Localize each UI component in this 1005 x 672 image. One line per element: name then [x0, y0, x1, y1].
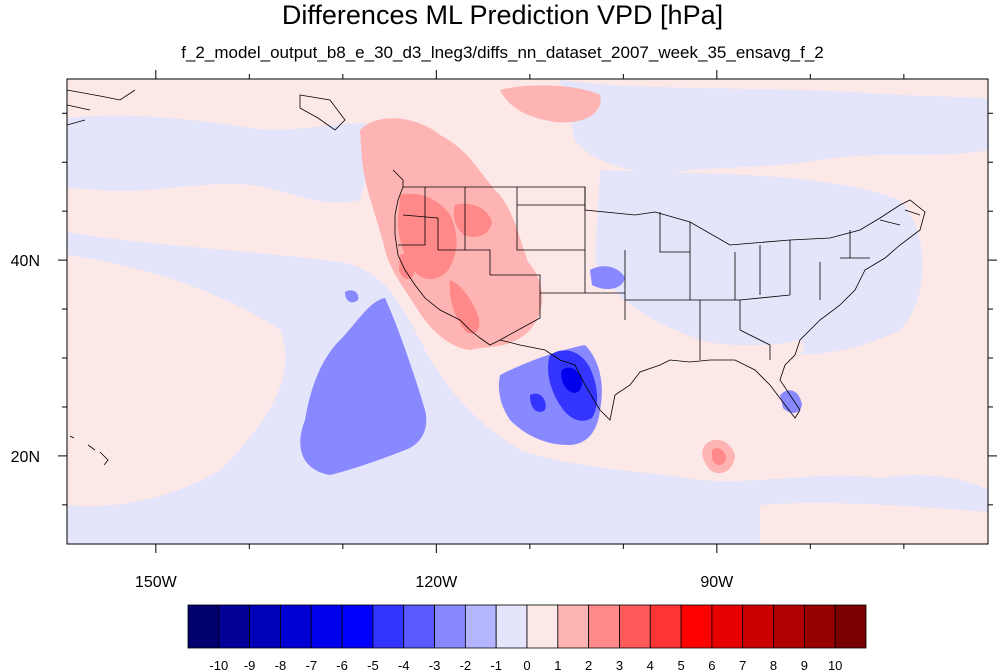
colorbar-label: -3 — [429, 658, 441, 672]
colorbar-label: 9 — [801, 658, 808, 672]
colorbar-label: -7 — [305, 658, 317, 672]
colorbar-box — [310, 604, 343, 649]
lat-tick-label: 40N — [11, 253, 40, 270]
colorbar-label: 5 — [677, 658, 684, 672]
colorbar-box — [341, 604, 374, 649]
colorbar-box — [649, 604, 682, 649]
negative-light-regions — [67, 80, 988, 544]
colorbar-box — [280, 604, 312, 649]
positive-strong-regions — [398, 193, 726, 466]
lon-tick-label: 90W — [700, 574, 734, 591]
colorbar-label: -6 — [336, 658, 348, 672]
lon-tick-label: 120W — [415, 574, 458, 591]
colorbar-box — [526, 604, 559, 649]
colorbar-label: 1 — [554, 658, 561, 672]
lon-tick-label: 150W — [135, 574, 178, 591]
colorbar-box — [742, 604, 774, 649]
lat-tick-label: 20N — [11, 449, 40, 466]
colorbar-box — [680, 604, 713, 649]
colorbar-label: 3 — [616, 658, 623, 672]
colorbar-box — [218, 604, 251, 649]
map-frame — [66, 78, 989, 545]
colorbar-box — [187, 604, 220, 649]
map-title: Differences ML Prediction VPD [hPa] — [281, 0, 724, 30]
colorbar-box — [557, 604, 590, 649]
negative-core-region — [561, 367, 582, 393]
colorbar-box — [711, 604, 744, 649]
colorbar-label: -1 — [490, 658, 502, 672]
colorbar-label: 8 — [770, 658, 777, 672]
colorbar-box — [619, 604, 651, 649]
colorbar-box — [803, 604, 836, 649]
colorbar-box — [464, 604, 497, 649]
colorbar-label: 2 — [585, 658, 592, 672]
colorbar-label: -10 — [209, 658, 228, 672]
colorbar-box — [249, 604, 281, 649]
colorbar-box — [495, 604, 528, 649]
colorbar-label: -8 — [275, 658, 287, 672]
axis-ticks — [58, 70, 997, 553]
colorbar-label: 0 — [523, 658, 530, 672]
colorbar: -10 -9 -8 -7 -6 -5 -4 -3 -2 -1 0 1 2 3 4 5 6 7 8 9 10 — [187, 604, 867, 672]
colorbar-label: 6 — [708, 658, 715, 672]
colorbar-box — [773, 604, 805, 649]
colorbar-label: 10 — [828, 658, 842, 672]
colorbar-box — [588, 604, 620, 649]
colorbar-box — [403, 604, 435, 649]
colorbar-label: -2 — [460, 658, 472, 672]
map-plot-area — [67, 79, 988, 544]
colorbar-label: 7 — [739, 658, 746, 672]
colorbar-label: 4 — [647, 658, 654, 672]
colorbar-box — [434, 604, 466, 649]
axis-tick-labels: 150W 120W 90W 40N 20N — [11, 253, 735, 591]
colorbar-box — [372, 604, 405, 649]
colorbar-label: -9 — [244, 658, 256, 672]
colorbar-label: -5 — [367, 658, 379, 672]
colorbar-label: -4 — [398, 658, 410, 672]
colorbar-box — [834, 604, 867, 649]
boundary-outlines — [67, 89, 926, 466]
map-subtitle: f_2_model_output_b8_e_30_d3_lneg3/diffs_… — [181, 43, 824, 62]
